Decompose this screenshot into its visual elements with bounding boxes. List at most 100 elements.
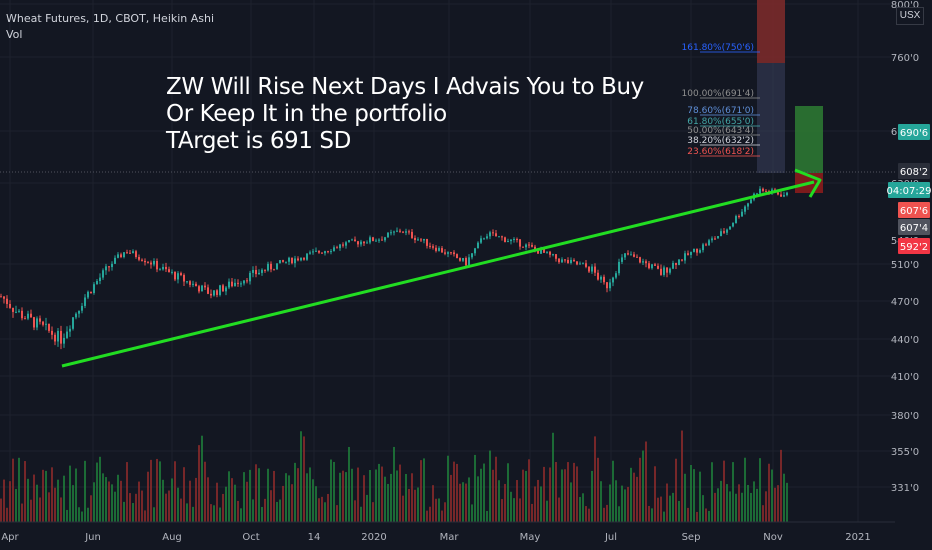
volume-bar (240, 508, 242, 522)
volume-bar (324, 502, 326, 522)
volume-bar (678, 500, 680, 522)
trend-arrow-head (794, 168, 822, 198)
volume-bar (711, 462, 713, 522)
volume-bar (330, 459, 332, 522)
candle-body (177, 273, 179, 280)
volume-bar (765, 491, 767, 522)
volume-bar (591, 470, 593, 522)
candle-body (552, 254, 554, 256)
volume-bar (210, 504, 212, 522)
candle-body (21, 310, 23, 319)
currency-unit-button[interactable]: USX (896, 7, 924, 25)
candle-body (582, 263, 584, 265)
candle-body (327, 251, 329, 253)
volume-bar (483, 463, 485, 522)
candle-body (681, 259, 683, 261)
volume-bar (216, 482, 218, 522)
candle-body (48, 323, 50, 331)
candle-body (90, 291, 92, 293)
x-tick-label: Apr (1, 532, 19, 543)
candle-body (369, 237, 371, 243)
y-tick-label: 331'0 (891, 483, 919, 494)
volume-bar (60, 497, 62, 522)
volume-bar (285, 473, 287, 522)
volume-bar (429, 506, 431, 522)
candle-body (588, 266, 590, 272)
volume-bar (600, 481, 602, 522)
candle-body (0, 296, 2, 298)
volume-bar (96, 462, 98, 522)
volume-bar (537, 479, 539, 522)
candle-body (507, 241, 509, 243)
price-labels: 690'6 608'2 04:07:29 607'6 607'4 592'2 (887, 124, 932, 254)
volume-bar (57, 479, 59, 522)
candle-body (99, 277, 101, 282)
volume-bar (744, 457, 746, 522)
volume-bar (465, 483, 467, 522)
candle-body (375, 240, 377, 242)
fib-label: 50.00%(643'4) (687, 126, 754, 136)
candle-body (495, 233, 497, 237)
price-label: 04:07:29 (887, 186, 932, 197)
candle-body (270, 263, 272, 270)
candle-body (57, 330, 59, 342)
volume-bar (681, 430, 683, 522)
volume-bar (99, 456, 101, 522)
candle-body (414, 237, 416, 241)
volume-bar (306, 473, 308, 522)
volume-bar (159, 461, 161, 522)
fib-label: 23.60%(618'2) (687, 147, 754, 157)
candle-body (312, 251, 314, 253)
annotation-line-2: Or Keep It in the portfolio (166, 101, 447, 127)
candle-body (366, 242, 368, 244)
volume-bar (351, 468, 353, 522)
candle-body (300, 258, 302, 261)
volume-bar (147, 471, 149, 522)
candle-body (306, 253, 308, 260)
candle-body (345, 242, 347, 246)
volume-bar (237, 500, 239, 522)
candle-body (105, 266, 107, 271)
volume-indicator-label[interactable]: Vol (6, 28, 23, 41)
volume-bar (183, 467, 185, 522)
candle-body (96, 281, 98, 285)
candle-body (615, 273, 617, 278)
candle-body (351, 239, 353, 241)
candle-body (606, 282, 608, 289)
price-label-bg (898, 238, 930, 254)
candle-body (201, 285, 203, 292)
volume-bar (732, 462, 734, 522)
volume-bar (462, 482, 464, 522)
x-tick-label: 2021 (845, 532, 870, 543)
candle-body (765, 190, 767, 192)
x-tick-label: Sep (682, 532, 701, 543)
volume-bar (603, 507, 605, 522)
time-axis: Apr Jun Aug Oct 14 2020 Mar May Jul Sep Nov 2021 (0, 521, 895, 543)
candle-body (162, 266, 164, 270)
price-label-bg (898, 163, 930, 179)
candle-body (426, 238, 428, 246)
volume-bar (438, 498, 440, 522)
price-label: 607'6 (900, 206, 928, 217)
volume-bar (756, 488, 758, 522)
volume-bar (0, 498, 2, 522)
candle-body (405, 231, 407, 233)
volume-bar (201, 435, 203, 522)
volume-bar (372, 502, 374, 522)
candle-body (471, 253, 473, 258)
volume-bar (42, 469, 44, 522)
candle-body (357, 241, 359, 245)
candle-body (207, 287, 209, 294)
volume-bar (384, 476, 386, 522)
volume-bar (597, 457, 599, 522)
candle-body (36, 318, 38, 328)
candle-body (333, 247, 335, 252)
candle-body (129, 252, 131, 254)
candle-body (432, 246, 434, 248)
candle-body (12, 307, 14, 312)
candle-body (741, 211, 743, 217)
volume-bar (708, 510, 710, 522)
volume-bar (435, 498, 437, 522)
volume-bar (357, 467, 359, 522)
